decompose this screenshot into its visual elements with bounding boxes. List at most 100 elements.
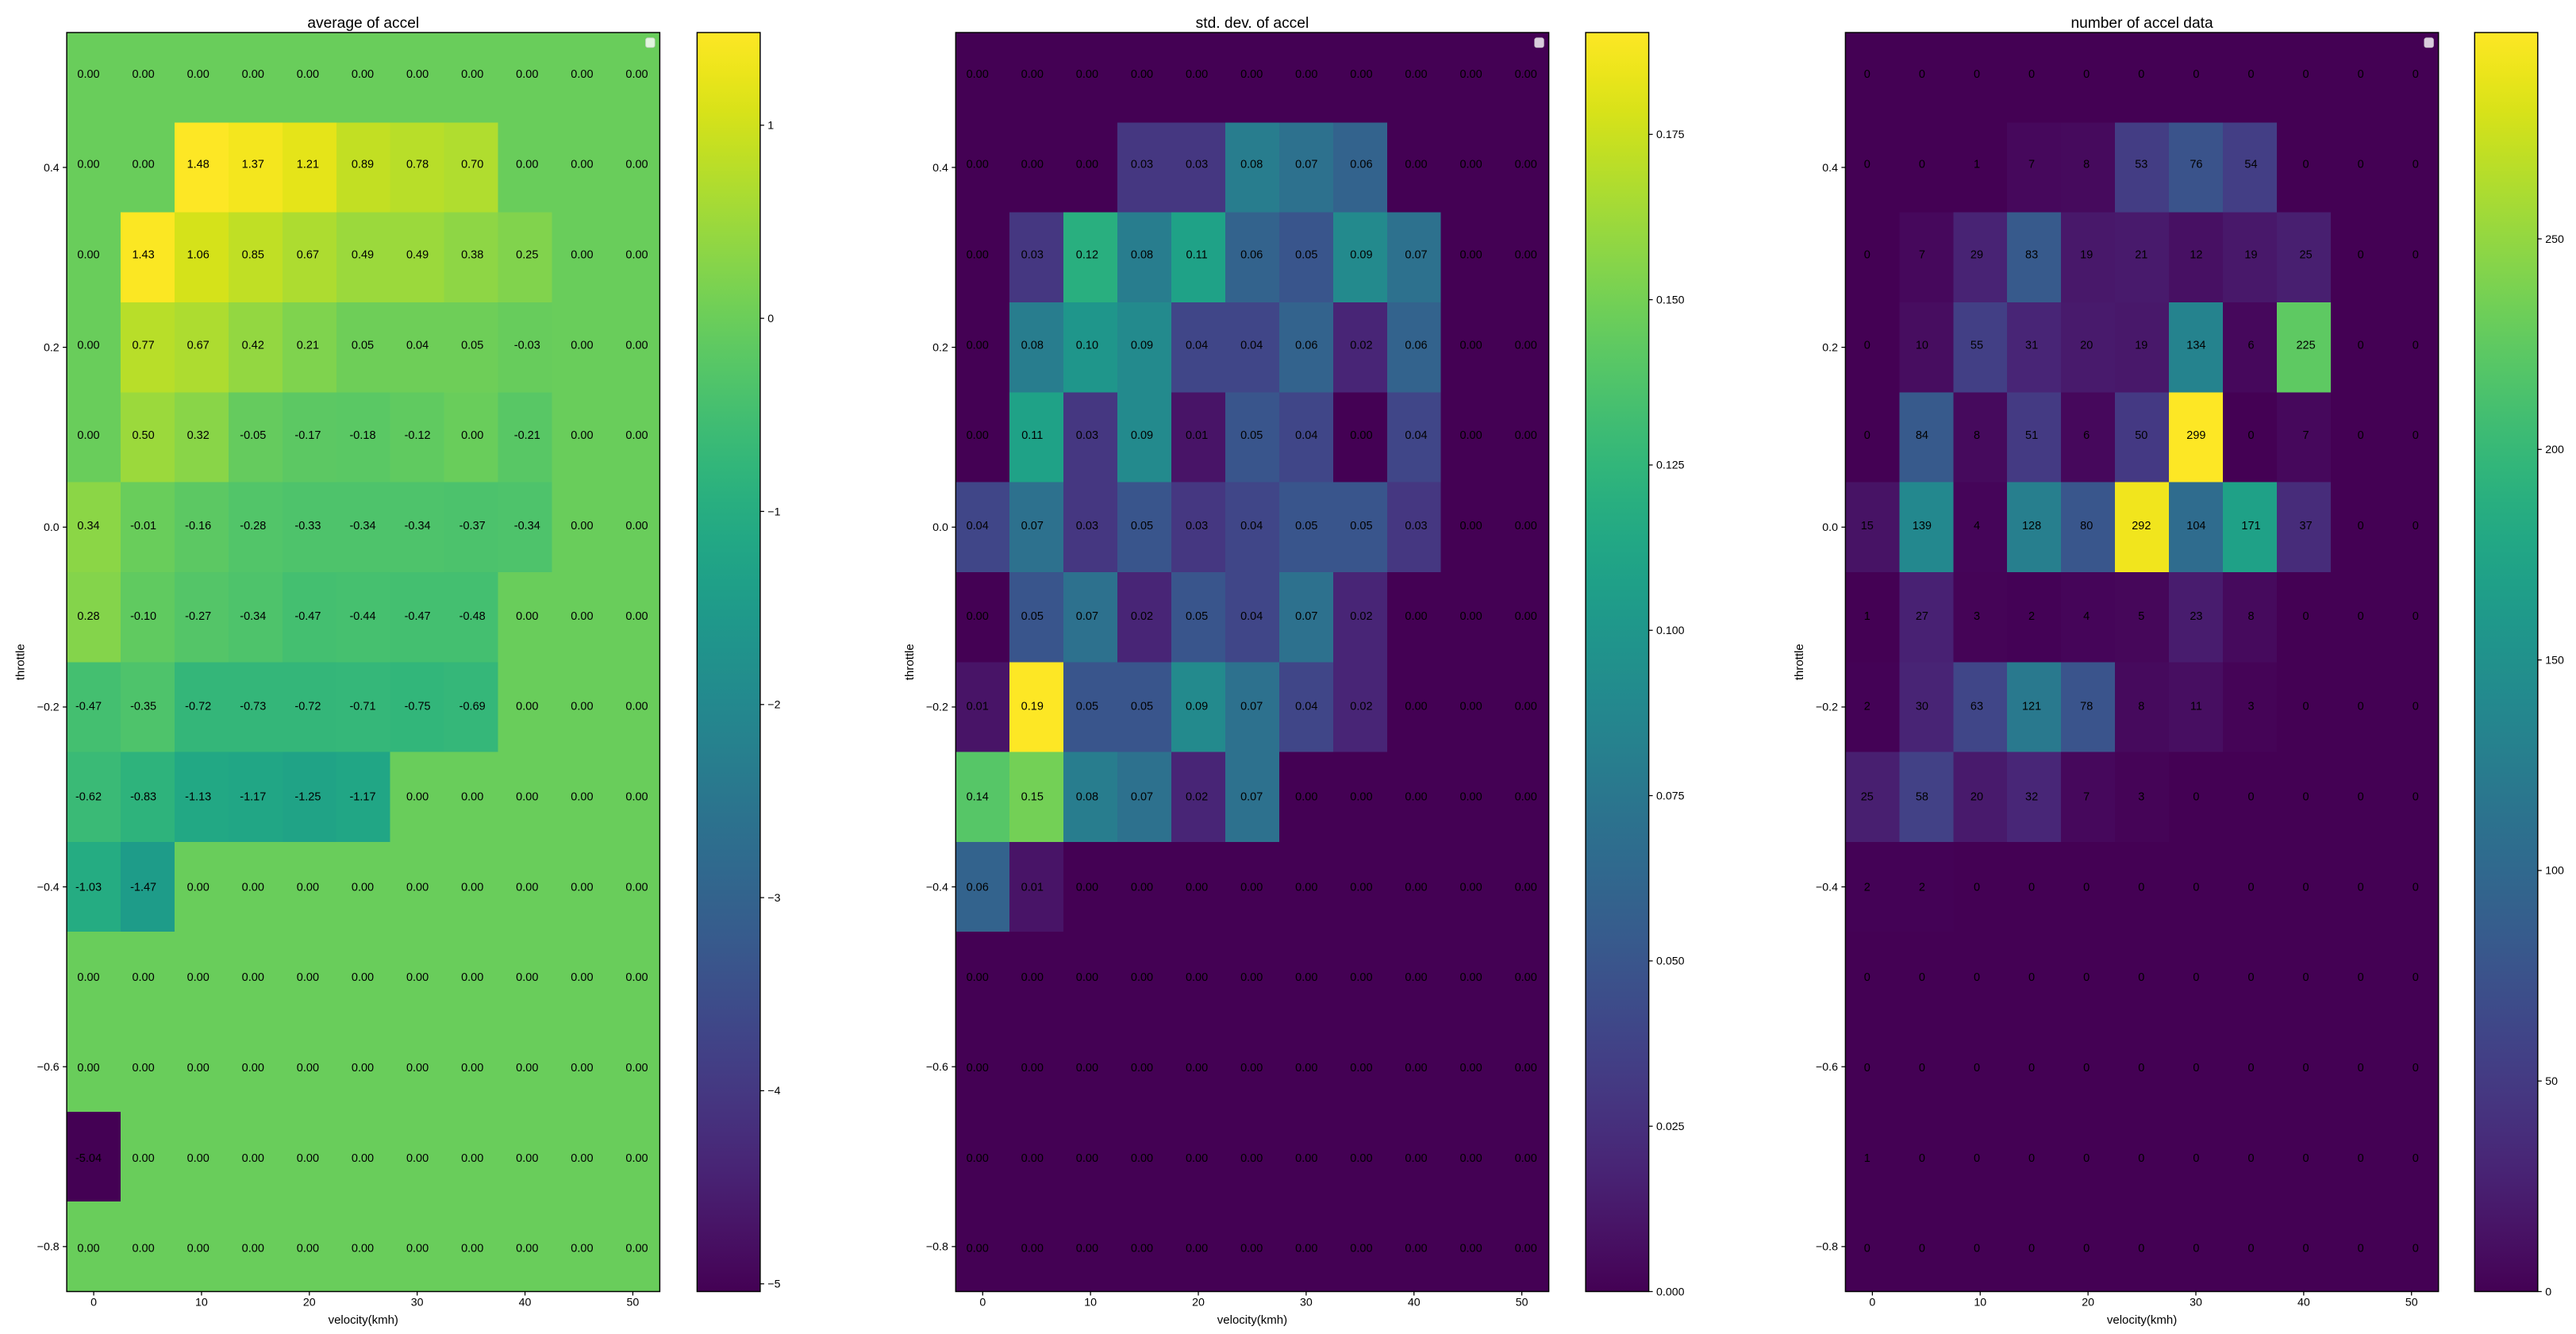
- svg-text:0.00: 0.00: [571, 68, 593, 81]
- svg-text:0.06: 0.06: [1405, 339, 1427, 352]
- svg-text:-0.35: -0.35: [130, 701, 156, 713]
- svg-text:-0.05: -0.05: [240, 429, 266, 442]
- svg-text:0: 0: [2358, 248, 2364, 261]
- svg-text:0: 0: [2028, 971, 2035, 984]
- svg-text:0.00: 0.00: [571, 520, 593, 532]
- svg-text:0.04: 0.04: [1240, 339, 1263, 352]
- svg-text:0.00: 0.00: [1240, 881, 1263, 894]
- svg-text:0.4: 0.4: [1822, 162, 1838, 175]
- svg-text:0.00: 0.00: [132, 68, 154, 81]
- svg-text:0.00: 0.00: [406, 68, 429, 81]
- svg-text:0.00: 0.00: [1350, 429, 1372, 442]
- svg-text:-0.69: -0.69: [459, 701, 486, 713]
- svg-text:0.00: 0.00: [1186, 68, 1208, 81]
- svg-text:0.00: 0.00: [1295, 971, 1317, 984]
- svg-text:0: 0: [1974, 881, 1980, 894]
- svg-text:20: 20: [2080, 339, 2093, 352]
- svg-text:0: 0: [2303, 68, 2309, 81]
- svg-text:-5.04: -5.04: [75, 1152, 102, 1165]
- svg-text:0: 0: [1974, 1062, 1980, 1075]
- svg-text:0.00: 0.00: [967, 1062, 989, 1075]
- svg-text:−3: −3: [767, 892, 780, 905]
- svg-text:0.00: 0.00: [1459, 610, 1482, 623]
- svg-text:0.00: 0.00: [1405, 790, 1427, 803]
- svg-text:0.02: 0.02: [1186, 790, 1208, 803]
- svg-text:0.00: 0.00: [625, 1152, 648, 1165]
- svg-text:0.0: 0.0: [1822, 521, 1838, 534]
- svg-text:0.00: 0.00: [352, 881, 374, 894]
- svg-text:0.05: 0.05: [1186, 610, 1208, 623]
- svg-text:299: 299: [2186, 429, 2205, 442]
- svg-text:0.02: 0.02: [1350, 701, 1372, 713]
- svg-text:0.21: 0.21: [297, 339, 319, 352]
- svg-text:0.2: 0.2: [44, 341, 60, 354]
- svg-text:15: 15: [1861, 520, 1874, 532]
- svg-text:−0.4: −0.4: [37, 881, 60, 894]
- svg-text:0: 0: [2303, 1062, 2309, 1075]
- svg-text:0.03: 0.03: [1076, 520, 1098, 532]
- svg-text:0.00: 0.00: [516, 1243, 538, 1255]
- svg-text:0.00: 0.00: [1076, 159, 1098, 171]
- svg-text:30: 30: [1916, 701, 1928, 713]
- svg-text:0.00: 0.00: [1295, 1243, 1317, 1255]
- svg-text:0.100: 0.100: [1656, 625, 1685, 637]
- svg-text:50: 50: [1516, 1296, 1528, 1309]
- svg-text:0: 0: [2028, 881, 2035, 894]
- svg-text:31: 31: [2025, 339, 2038, 352]
- svg-text:0: 0: [2358, 159, 2364, 171]
- svg-text:0: 0: [90, 1296, 97, 1309]
- svg-text:8: 8: [1974, 429, 1980, 442]
- svg-text:0.00: 0.00: [77, 248, 99, 261]
- svg-text:0: 0: [2303, 159, 2309, 171]
- svg-text:throttle: throttle: [903, 644, 917, 680]
- svg-text:0.00: 0.00: [967, 429, 989, 442]
- svg-text:0.67: 0.67: [297, 248, 319, 261]
- svg-text:0.00: 0.00: [1186, 971, 1208, 984]
- svg-text:0.00: 0.00: [406, 1243, 429, 1255]
- svg-text:0.04: 0.04: [967, 520, 989, 532]
- svg-text:-0.10: -0.10: [130, 610, 156, 623]
- svg-text:0: 0: [2413, 881, 2419, 894]
- svg-text:0.00: 0.00: [1515, 159, 1537, 171]
- svg-text:0: 0: [2413, 1152, 2419, 1165]
- svg-text:-0.34: -0.34: [349, 520, 375, 532]
- svg-text:0: 0: [2413, 520, 2419, 532]
- svg-text:19: 19: [2244, 248, 2257, 261]
- svg-text:0.00: 0.00: [1021, 1243, 1044, 1255]
- svg-text:30: 30: [2190, 1296, 2202, 1309]
- svg-text:0: 0: [767, 313, 774, 325]
- svg-text:0: 0: [2413, 1062, 2419, 1075]
- svg-text:5: 5: [2138, 610, 2144, 623]
- svg-text:0.00: 0.00: [1295, 68, 1317, 81]
- svg-text:0.00: 0.00: [297, 68, 319, 81]
- svg-text:0.09: 0.09: [1131, 339, 1153, 352]
- svg-text:2: 2: [2028, 610, 2035, 623]
- svg-text:0.00: 0.00: [242, 1243, 264, 1255]
- svg-text:0.00: 0.00: [77, 339, 99, 352]
- svg-text:32: 32: [2025, 790, 2038, 803]
- svg-text:0.05: 0.05: [352, 339, 374, 352]
- svg-text:0: 0: [2358, 701, 2364, 713]
- svg-text:0.00: 0.00: [625, 701, 648, 713]
- svg-text:2: 2: [1864, 701, 1870, 713]
- svg-text:0.00: 0.00: [1076, 1243, 1098, 1255]
- svg-text:0.00: 0.00: [1405, 159, 1427, 171]
- svg-text:0.04: 0.04: [1186, 339, 1208, 352]
- svg-text:0.38: 0.38: [461, 248, 483, 261]
- svg-text:76: 76: [2190, 159, 2202, 171]
- svg-text:0.11: 0.11: [1186, 248, 1208, 261]
- svg-text:−5: −5: [767, 1278, 780, 1291]
- svg-text:23: 23: [2190, 610, 2202, 623]
- svg-text:19: 19: [2080, 248, 2093, 261]
- svg-text:0: 0: [1919, 1152, 1925, 1165]
- svg-text:-1.13: -1.13: [185, 790, 211, 803]
- svg-text:0.00: 0.00: [406, 881, 429, 894]
- svg-text:19: 19: [2135, 339, 2147, 352]
- svg-text:0: 0: [2303, 1152, 2309, 1165]
- svg-text:0.00: 0.00: [1240, 68, 1263, 81]
- svg-text:0: 0: [2303, 1243, 2309, 1255]
- svg-text:0: 0: [2358, 1152, 2364, 1165]
- svg-text:84: 84: [1916, 429, 1928, 442]
- svg-text:0.00: 0.00: [571, 339, 593, 352]
- svg-text:0.00: 0.00: [1021, 68, 1044, 81]
